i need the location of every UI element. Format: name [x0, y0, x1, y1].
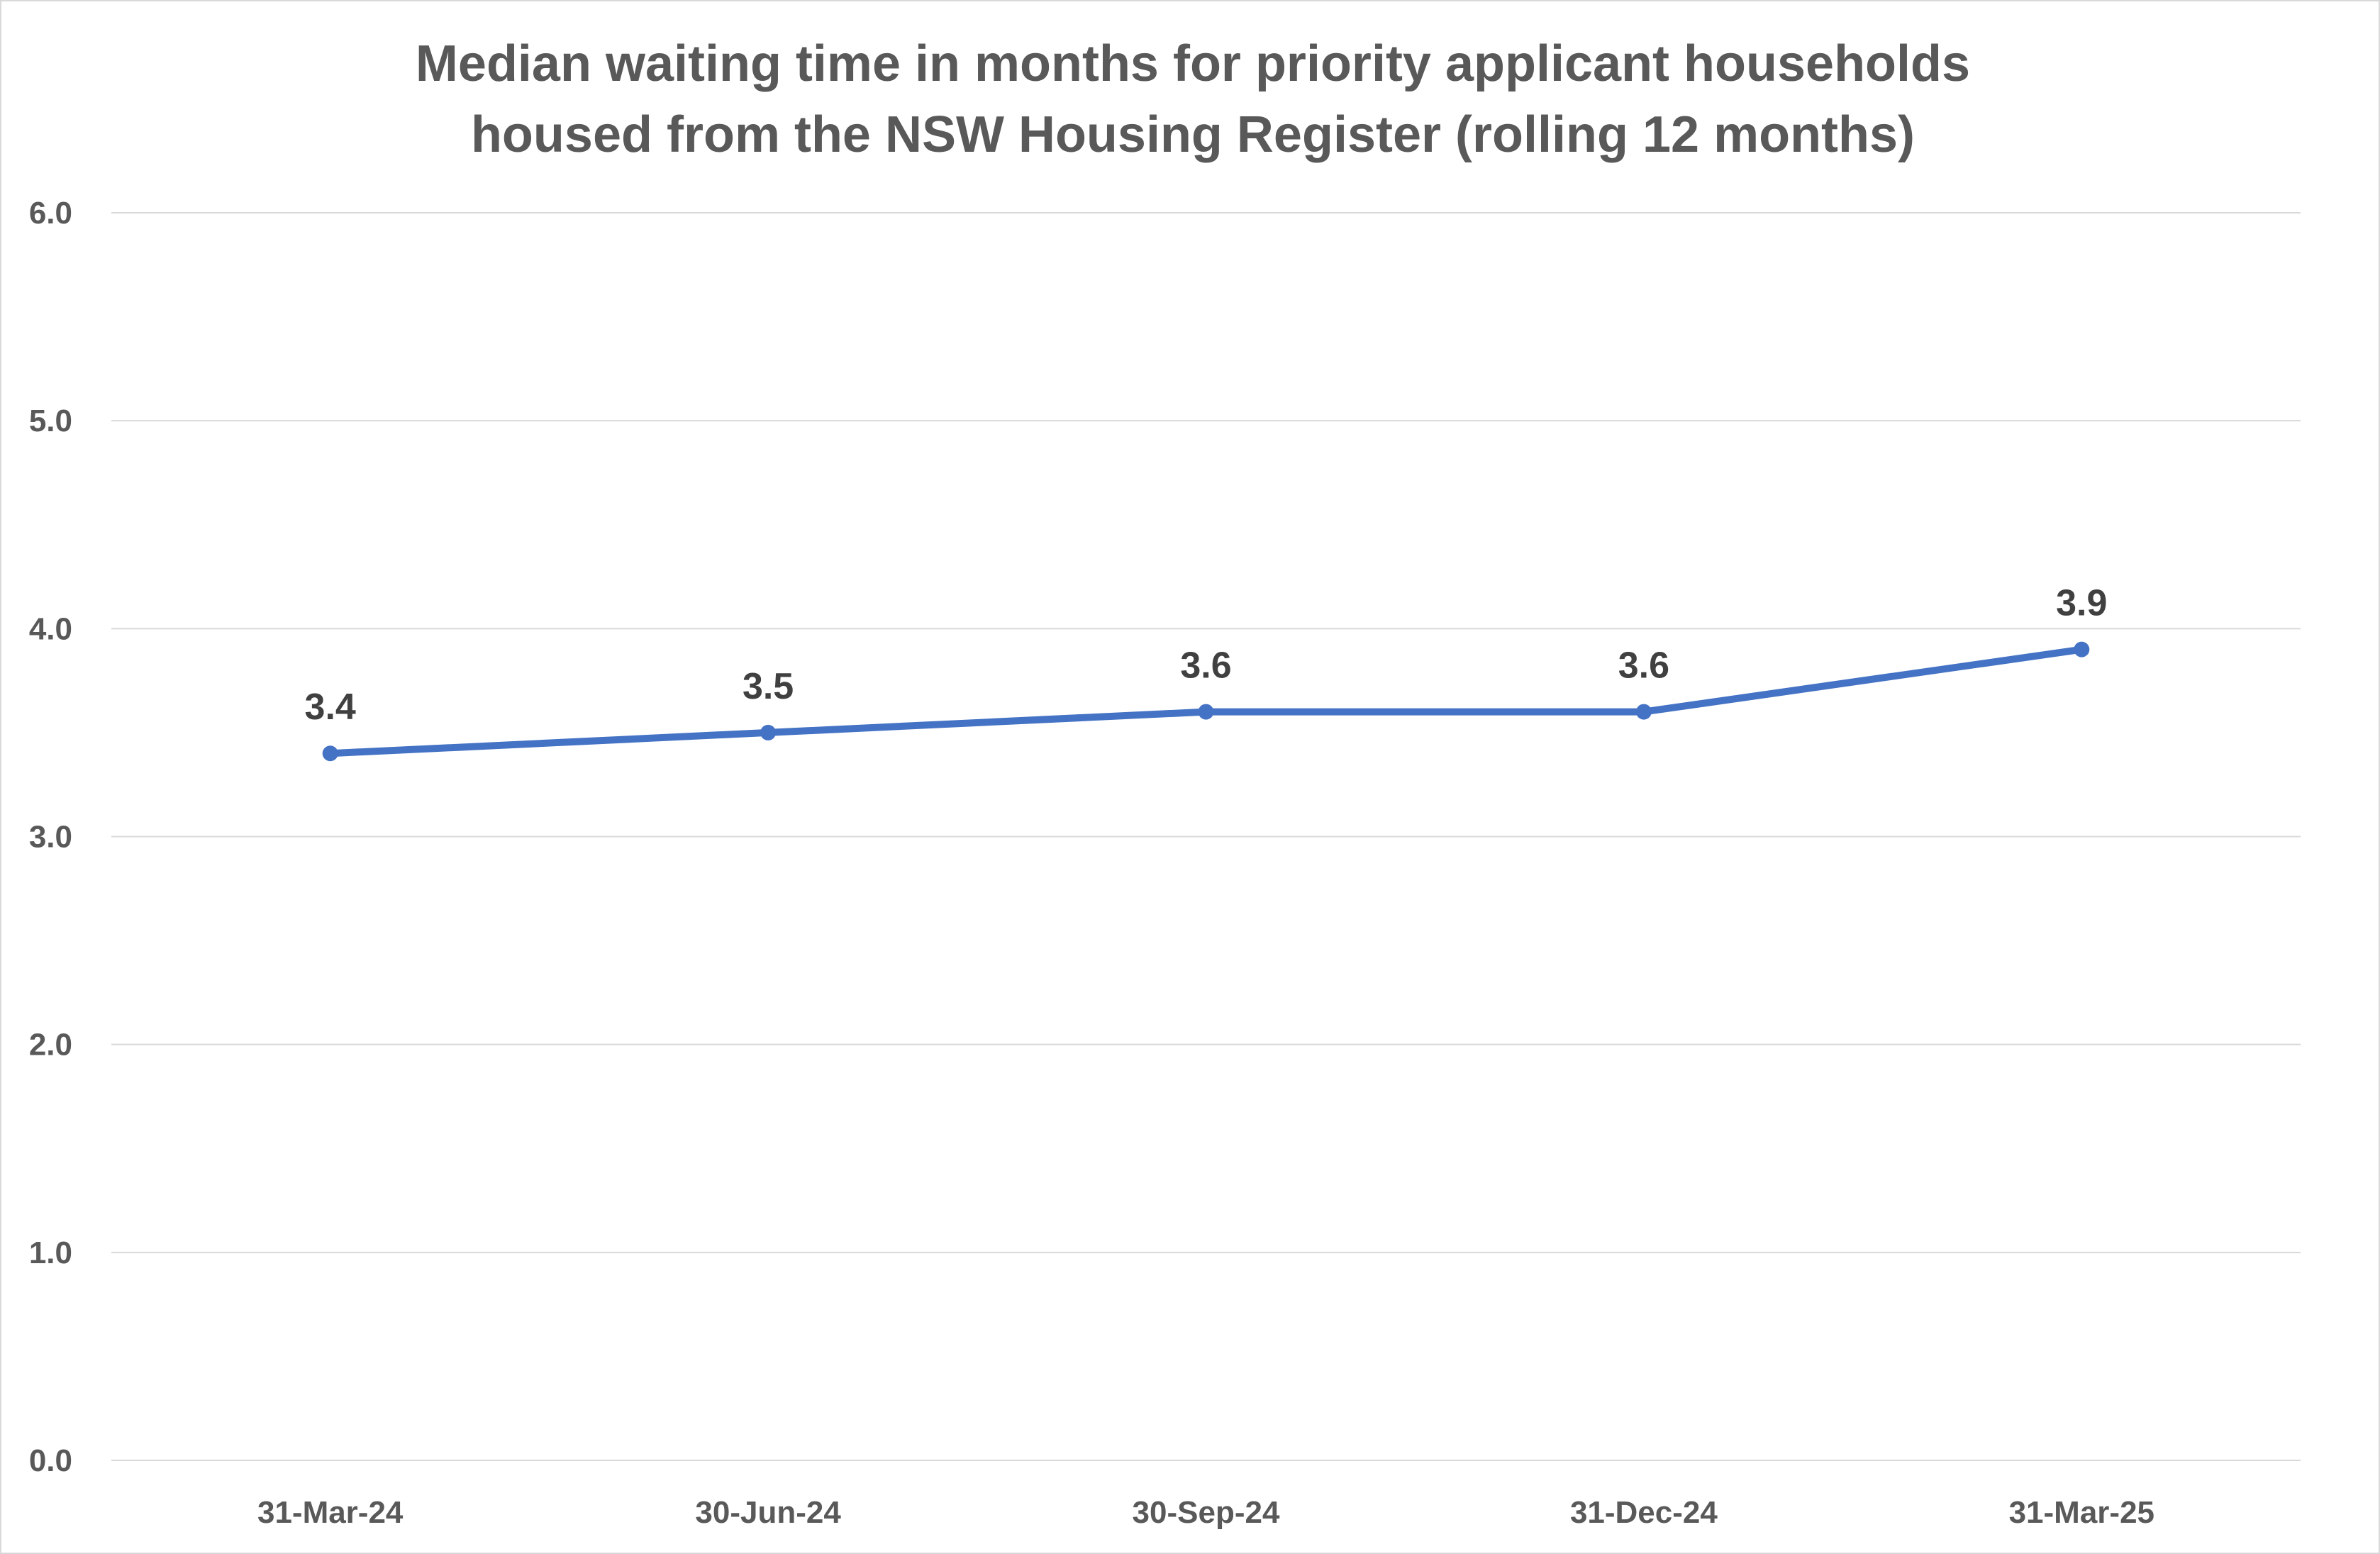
y-tick-label: 5.0: [29, 404, 72, 438]
x-tick-label: 31-Mar-24: [257, 1495, 404, 1530]
data-point: [760, 724, 777, 740]
y-tick-label: 3.0: [29, 820, 72, 855]
chart-title: Median waiting time in months for priori…: [416, 35, 1970, 163]
x-tick-label: 31-Mar-25: [2009, 1495, 2154, 1530]
data-point: [2074, 641, 2090, 657]
data-label: 3.6: [1180, 645, 1231, 687]
chart-title-line: housed from the NSW Housing Register (ro…: [471, 106, 1915, 163]
x-tick-label: 30-Jun-24: [695, 1495, 841, 1530]
y-tick-label: 1.0: [29, 1236, 72, 1270]
y-axis: 0.0 1.0 2.0 3.0 4.0 5.0 6.0: [29, 196, 72, 1478]
x-tick-label: 30-Sep-24: [1133, 1495, 1280, 1530]
series-line: [322, 641, 2090, 762]
gridlines: [111, 212, 2301, 1461]
y-tick-label: 0.0: [29, 1443, 72, 1478]
y-tick-label: 2.0: [29, 1028, 72, 1062]
data-label: 3.4: [305, 687, 356, 728]
data-point: [1198, 704, 1214, 720]
x-tick-label: 31-Dec-24: [1570, 1495, 1718, 1530]
y-tick-label: 6.0: [29, 196, 72, 231]
chart-title-line: Median waiting time in months for priori…: [416, 35, 1970, 92]
x-axis: 31-Mar-24 30-Jun-24 30-Sep-24 31-Dec-24 31-M…: [257, 1495, 2154, 1530]
y-tick-label: 4.0: [29, 611, 72, 646]
data-label: 3.5: [743, 666, 794, 707]
data-point: [322, 745, 338, 762]
data-labels: 3.4 3.5 3.6 3.6 3.9: [305, 583, 2108, 728]
data-label: 3.6: [1618, 645, 1669, 687]
data-label: 3.9: [2056, 583, 2107, 624]
data-point: [1635, 704, 1652, 720]
